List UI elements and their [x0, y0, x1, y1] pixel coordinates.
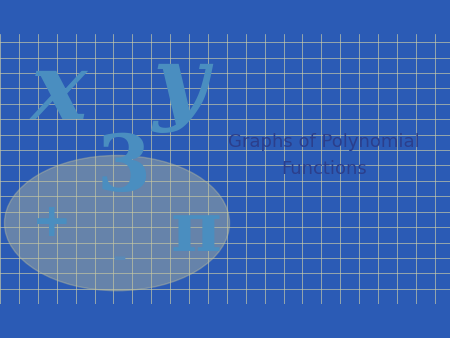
- Text: –: –: [112, 244, 126, 272]
- Text: Graphs of Polynomial
Functions: Graphs of Polynomial Functions: [228, 132, 420, 178]
- Text: +: +: [32, 200, 72, 246]
- Text: 3: 3: [97, 131, 151, 207]
- Text: x: x: [30, 48, 87, 138]
- Text: π: π: [170, 198, 221, 265]
- Text: y: y: [153, 43, 207, 133]
- Circle shape: [4, 155, 230, 291]
